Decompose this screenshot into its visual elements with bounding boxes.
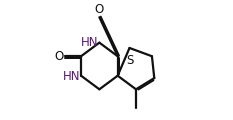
Text: HN: HN	[62, 70, 80, 83]
Text: S: S	[126, 54, 134, 67]
Text: O: O	[95, 3, 104, 16]
Text: HN: HN	[81, 36, 98, 49]
Text: O: O	[54, 50, 63, 63]
